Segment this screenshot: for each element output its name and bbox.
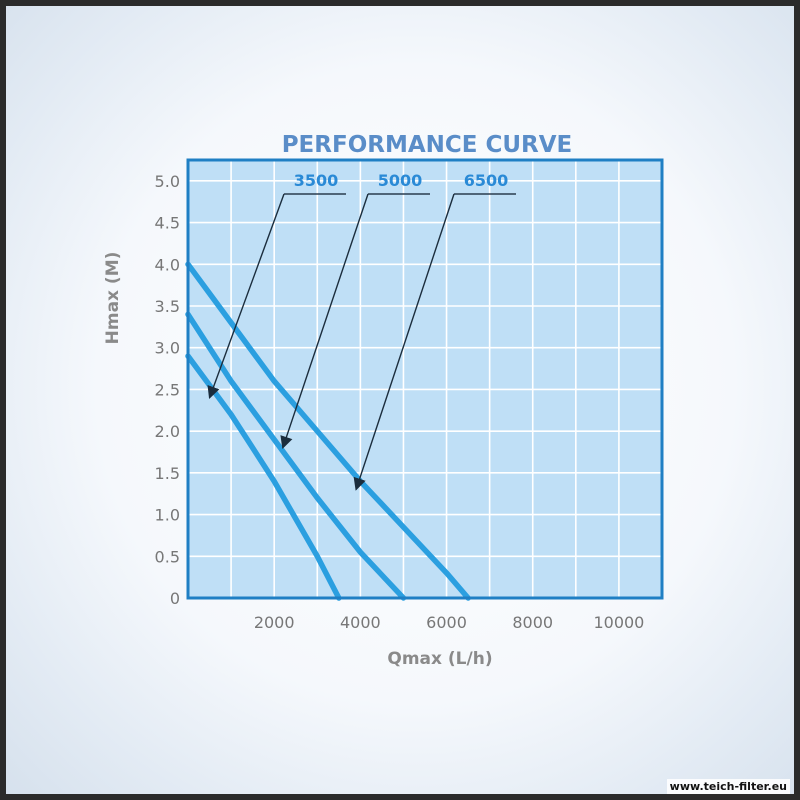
y-tick-label: 0: [170, 589, 180, 608]
series-label-5000: 5000: [378, 171, 423, 190]
x-axis-title: Qmax (L/h): [387, 649, 492, 669]
x-tick-label: 8000: [512, 613, 553, 632]
x-tick-label: 10000: [593, 613, 644, 632]
series-label-6500: 6500: [464, 171, 509, 190]
y-axis-title: Hmax (M): [103, 252, 123, 345]
arrow-6500: [353, 193, 455, 491]
y-tick-label: 2.0: [155, 422, 180, 441]
y-tick-label: 3.5: [155, 297, 180, 316]
y-tick-label: 1.0: [155, 506, 180, 525]
plot-frame: [186, 158, 664, 600]
arrow-3500: [207, 193, 285, 399]
y-tick-label: 4.0: [155, 255, 180, 274]
y-tick-label: 5.0: [155, 172, 180, 191]
y-tick-label: 4.5: [155, 214, 180, 233]
y-tick-label: 0.5: [155, 547, 180, 566]
x-tick-label: 2000: [254, 613, 295, 632]
series-label-3500: 3500: [294, 171, 339, 190]
y-tick-label: 2.5: [155, 380, 180, 399]
curve-6500: [185, 261, 471, 601]
grid-lines: [188, 160, 662, 598]
y-tick-label: 1.5: [155, 464, 180, 483]
plot-area: [188, 160, 662, 598]
website-watermark: www.teich-filter.eu: [666, 779, 790, 794]
chart-title: PERFORMANCE CURVE: [282, 132, 573, 158]
tick-labels: 0 0.5 1.0 1.5 2.0 2.5 3.0 3.5 4.0 4.5 5.0 2000 4000 6…: [155, 172, 645, 632]
arrow-5000: [280, 193, 369, 450]
annotation-layer: 3500 5000 6500: [207, 171, 516, 491]
x-tick-label: 6000: [426, 613, 467, 632]
y-tick-label: 3.0: [155, 339, 180, 358]
curve-5000: [185, 311, 407, 601]
x-tick-label: 4000: [340, 613, 381, 632]
